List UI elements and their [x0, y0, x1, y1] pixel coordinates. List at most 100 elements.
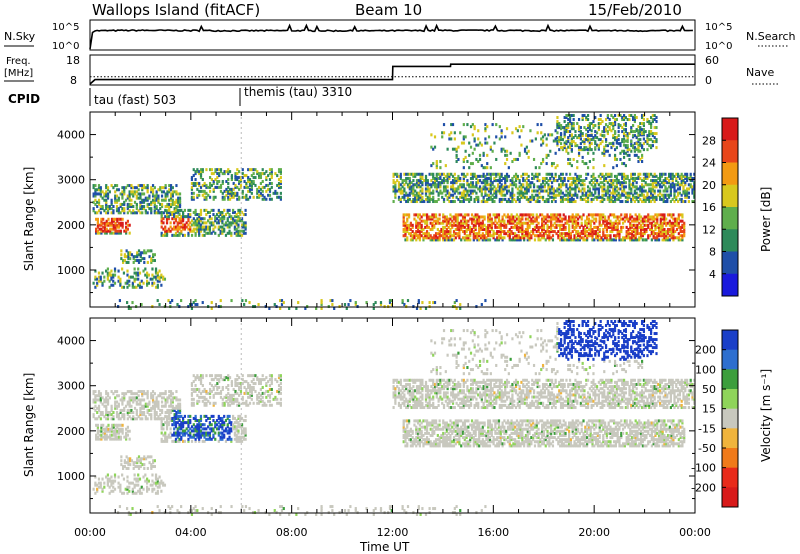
power-cell	[517, 225, 520, 229]
power-cell	[451, 195, 455, 199]
power-cell	[630, 114, 633, 118]
power-cell	[153, 253, 156, 257]
power-cell	[221, 195, 224, 199]
velocity-cell	[153, 402, 156, 406]
power-cell	[500, 129, 503, 133]
power-cell	[449, 213, 452, 217]
power-cell	[196, 225, 199, 229]
power-cell	[639, 142, 642, 146]
power-cell	[615, 179, 618, 183]
power-cell	[185, 215, 188, 219]
power-cell	[556, 143, 559, 147]
power-cell	[647, 225, 650, 229]
power-cell	[621, 116, 624, 120]
power-cell	[414, 197, 417, 201]
power-cell	[456, 234, 459, 238]
power-cell	[567, 130, 570, 134]
power-cell	[586, 221, 589, 225]
velocity-cell	[126, 408, 129, 412]
power-cell	[127, 257, 130, 261]
power-cell	[649, 122, 653, 126]
power-cell	[505, 179, 509, 183]
power-cell	[633, 149, 636, 153]
power-cell	[505, 232, 508, 236]
power-cell	[103, 221, 107, 225]
velocity-cell	[141, 390, 144, 394]
power-cell	[445, 219, 448, 223]
power-cell	[462, 141, 465, 145]
power-cell	[418, 217, 421, 221]
power-cell	[127, 255, 130, 259]
power-cell	[612, 234, 616, 238]
power-cell	[405, 193, 408, 197]
power-cell	[624, 124, 627, 128]
power-cell	[608, 122, 611, 126]
power-cell	[672, 223, 675, 227]
power-cell	[146, 279, 149, 283]
power-cell	[621, 140, 624, 144]
power-cell	[682, 191, 685, 195]
power-cell	[194, 210, 197, 214]
velocity-cell	[123, 415, 126, 419]
power-cell	[492, 213, 495, 217]
velocity-cell	[141, 411, 144, 415]
power-cell	[626, 195, 629, 199]
power-cell	[559, 223, 562, 227]
power-cell	[466, 172, 469, 176]
power-cell	[633, 176, 636, 180]
power-cell	[565, 147, 568, 151]
power-cell	[259, 174, 263, 178]
power-cell	[565, 142, 568, 146]
power-cell	[150, 209, 153, 213]
velocity-cell	[153, 415, 156, 419]
power-cell	[600, 217, 603, 221]
power-cell	[192, 195, 195, 199]
power-cell	[439, 191, 442, 195]
power-cell	[604, 176, 608, 180]
power-cell	[448, 191, 451, 195]
power-cell	[114, 225, 117, 229]
power-cell	[563, 179, 566, 183]
velocity-cell	[144, 404, 147, 408]
power-cell	[456, 215, 459, 219]
power-cell	[160, 186, 164, 190]
velocity-cell	[160, 400, 164, 404]
power-cell	[521, 227, 524, 231]
power-cell	[635, 197, 638, 201]
power-cell	[354, 301, 357, 305]
power-cell	[226, 219, 229, 223]
power-cell	[132, 194, 135, 198]
power-cell	[450, 137, 453, 141]
power-cell	[158, 303, 161, 307]
velocity-cell	[146, 392, 149, 396]
power-cell	[606, 185, 609, 189]
power-cell	[455, 187, 458, 191]
power-cell	[256, 172, 259, 176]
power-cell	[138, 271, 142, 275]
power-cell	[622, 132, 626, 136]
power-cell	[574, 187, 577, 191]
power-cell	[146, 188, 149, 192]
power-cell	[502, 197, 505, 201]
power-cell	[544, 215, 547, 219]
power-cell	[428, 183, 431, 187]
power-cell	[526, 223, 529, 227]
power-cell	[156, 275, 159, 279]
power-cell	[640, 132, 644, 136]
power-cell	[629, 236, 632, 240]
power-cell	[173, 209, 176, 213]
power-cell	[462, 176, 465, 180]
power-cell	[105, 205, 108, 209]
power-cell	[527, 197, 530, 201]
power-cell	[495, 187, 498, 191]
power-cell	[148, 202, 151, 206]
power-cell	[235, 229, 238, 233]
power-cell	[119, 192, 122, 196]
power-cell	[561, 126, 564, 130]
power-cell	[232, 208, 235, 212]
power-cell	[526, 217, 529, 221]
power-cell	[606, 172, 609, 176]
power-cell	[447, 230, 450, 234]
power-cell	[639, 223, 643, 227]
power-cell	[478, 227, 481, 231]
